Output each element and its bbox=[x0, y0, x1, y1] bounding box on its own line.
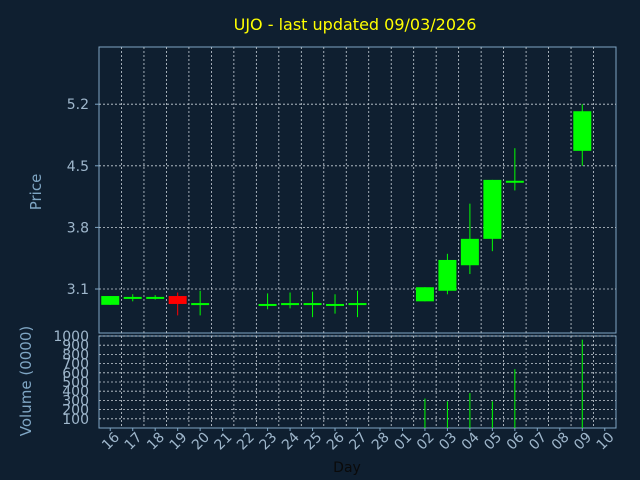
candlestick bbox=[281, 292, 300, 309]
candlestick bbox=[191, 290, 210, 316]
day-axis-label: Day bbox=[333, 460, 361, 476]
price-axis-label: Price bbox=[27, 174, 45, 211]
price-tick-label: 4.5 bbox=[67, 159, 89, 175]
volume-tick-label: 400 bbox=[62, 384, 89, 400]
candlestick bbox=[168, 292, 187, 316]
candle-body bbox=[258, 303, 277, 306]
candle-body bbox=[146, 296, 165, 299]
volume-axis-label: Volume (0000) bbox=[17, 326, 35, 436]
candle-body bbox=[191, 303, 210, 306]
volume-tick-label: 700 bbox=[62, 357, 89, 373]
candlestick bbox=[101, 296, 120, 305]
candle-body bbox=[483, 179, 502, 239]
volume-tick-label: 800 bbox=[62, 347, 89, 363]
candlestick bbox=[258, 293, 277, 310]
price-tick-label: 3.1 bbox=[67, 282, 89, 298]
candle-body bbox=[101, 296, 120, 305]
volume-tick-label: 900 bbox=[62, 338, 89, 354]
candle-body bbox=[326, 303, 345, 306]
candle-body bbox=[303, 303, 322, 306]
candlestick bbox=[348, 290, 367, 318]
candle-body bbox=[460, 238, 479, 266]
candle-body bbox=[573, 111, 592, 151]
price-tick-label: 3.8 bbox=[67, 220, 89, 236]
candlestick bbox=[146, 295, 165, 300]
candle-body bbox=[415, 287, 434, 302]
price-tick-label: 5.2 bbox=[67, 97, 89, 113]
candle-body bbox=[438, 259, 457, 291]
volume-tick-label: 100 bbox=[62, 412, 89, 428]
candlestick bbox=[460, 203, 479, 275]
candlestick bbox=[415, 287, 434, 302]
price-panel-frame bbox=[98, 46, 617, 334]
volume-tick-label: 600 bbox=[62, 366, 89, 382]
day-tick-labels: 1617181920212223242526272801020304050607… bbox=[99, 428, 618, 453]
candle-body bbox=[505, 180, 524, 183]
candlestick bbox=[438, 253, 457, 295]
volume-tick-label: 200 bbox=[62, 403, 89, 419]
volume-tick-label: 1000 bbox=[53, 329, 89, 345]
candlestick bbox=[505, 148, 524, 191]
candlestick bbox=[573, 104, 592, 166]
candlestick bbox=[326, 294, 345, 314]
price-panel: 3.1 3.8 4.5 5.2 bbox=[67, 46, 617, 334]
candle-body bbox=[123, 296, 142, 299]
volume-tick-label: 500 bbox=[62, 375, 89, 391]
candle-body bbox=[168, 296, 187, 304]
candle-body bbox=[281, 303, 300, 306]
candlestick bbox=[483, 179, 502, 252]
candlestick bbox=[303, 291, 322, 318]
volume-tick-label: 300 bbox=[62, 393, 89, 409]
candlestick bbox=[123, 294, 142, 302]
chart-title: UJO - last updated 09/03/2026 bbox=[234, 15, 477, 34]
candle-body bbox=[348, 303, 367, 306]
